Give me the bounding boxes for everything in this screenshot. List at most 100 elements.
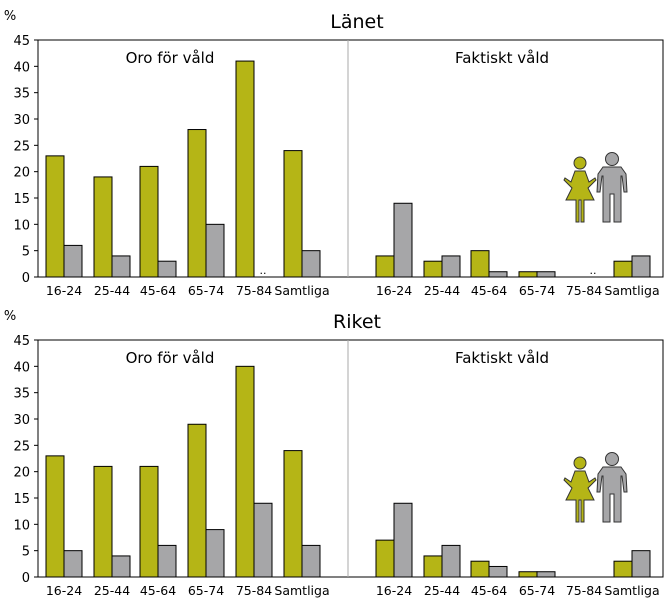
x-tick-label: 25-44 bbox=[94, 583, 130, 598]
bar-women bbox=[283, 450, 303, 578]
bar-men bbox=[205, 223, 225, 278]
x-tick-label: 75-84 bbox=[566, 283, 602, 298]
y-tick-label: 45 bbox=[13, 334, 30, 349]
woman-head bbox=[573, 156, 587, 170]
x-tick-label: 45-64 bbox=[471, 283, 507, 298]
y-tick-label: 40 bbox=[13, 360, 30, 375]
y-tick-label: 45 bbox=[13, 34, 30, 49]
x-tick-label: Samtliga bbox=[274, 583, 329, 598]
bar-women bbox=[470, 560, 490, 578]
bar-women bbox=[613, 560, 633, 578]
chart-block-1: Riket% 0 5 10 15 20 25 30 35 40 45 Oro för våld 16-2… bbox=[4, 309, 664, 598]
bar-men bbox=[393, 202, 413, 278]
x-tick-label: Samtliga bbox=[604, 283, 659, 298]
bar-women bbox=[139, 465, 159, 578]
x-tick-label: 16-24 bbox=[46, 583, 82, 598]
man-icon bbox=[596, 152, 628, 223]
panel-title: Faktiskt våld bbox=[455, 49, 549, 67]
x-tick-label: 75-84 bbox=[566, 583, 602, 598]
bar-men bbox=[393, 502, 413, 578]
bar-women bbox=[518, 571, 538, 578]
y-tick-label: 20 bbox=[13, 466, 30, 481]
panel-title: Oro för våld bbox=[126, 349, 215, 367]
bar-women bbox=[423, 260, 443, 278]
y-axis-label: % bbox=[4, 9, 16, 24]
woman-body bbox=[563, 470, 597, 523]
x-tick-label: 16-24 bbox=[376, 283, 412, 298]
bar-men bbox=[63, 550, 83, 578]
bar-men bbox=[301, 544, 321, 578]
plot-frame bbox=[37, 39, 664, 278]
bar-women bbox=[235, 60, 255, 278]
y-tick-label: 35 bbox=[13, 87, 30, 102]
y-tick-label: 30 bbox=[13, 113, 30, 128]
bar-women bbox=[283, 150, 303, 278]
panel-title: Faktiskt våld bbox=[455, 349, 549, 367]
panel-title: Oro för våld bbox=[126, 49, 215, 67]
bar-men bbox=[488, 271, 508, 278]
y-tick-label: 25 bbox=[13, 139, 30, 154]
x-tick-label: Samtliga bbox=[604, 583, 659, 598]
bar-men bbox=[301, 250, 321, 278]
bar-women bbox=[93, 465, 113, 578]
bar-men bbox=[536, 571, 556, 578]
missing-value-marker: .. bbox=[590, 264, 597, 277]
bar-men bbox=[631, 255, 651, 278]
y-tick-label: 5 bbox=[22, 545, 30, 560]
missing-value-marker: .. bbox=[260, 264, 267, 277]
x-tick-label: 16-24 bbox=[46, 283, 82, 298]
bar-men bbox=[631, 550, 651, 578]
bar-women bbox=[470, 250, 490, 278]
x-tick-label: Samtliga bbox=[274, 283, 329, 298]
y-tick-label: 10 bbox=[13, 518, 30, 533]
man-icon bbox=[596, 452, 628, 523]
bar-men bbox=[488, 565, 508, 578]
man-head bbox=[605, 452, 619, 466]
y-tick-label: 35 bbox=[13, 387, 30, 402]
x-tick-label: 25-44 bbox=[424, 583, 460, 598]
woman-icon bbox=[563, 156, 597, 223]
bar-women bbox=[93, 176, 113, 278]
woman-head bbox=[573, 456, 587, 470]
bar-men bbox=[157, 544, 177, 578]
bar-men bbox=[63, 244, 83, 278]
bar-women bbox=[139, 165, 159, 278]
woman-icon bbox=[563, 456, 597, 523]
bar-men bbox=[441, 544, 461, 578]
bar-women bbox=[45, 155, 65, 278]
x-tick-label: 65-74 bbox=[519, 283, 555, 298]
plot-frame bbox=[37, 339, 664, 578]
woman-body bbox=[563, 170, 597, 223]
y-tick-label: 10 bbox=[13, 218, 30, 233]
bar-men bbox=[536, 271, 556, 278]
bar-women bbox=[187, 129, 207, 278]
y-tick-label: 20 bbox=[13, 166, 30, 181]
bar-women bbox=[375, 255, 395, 278]
y-axis-label: % bbox=[4, 309, 16, 324]
x-tick-label: 45-64 bbox=[140, 283, 176, 298]
y-tick-label: 30 bbox=[13, 413, 30, 428]
x-tick-label: 75-84 bbox=[236, 583, 272, 598]
y-tick-label: 15 bbox=[13, 192, 30, 207]
x-tick-label: 65-74 bbox=[188, 283, 224, 298]
x-tick-label: 65-74 bbox=[188, 583, 224, 598]
x-tick-label: 45-64 bbox=[140, 583, 176, 598]
bar-women bbox=[45, 455, 65, 578]
y-tick-label: 5 bbox=[22, 245, 30, 260]
man-body bbox=[596, 466, 628, 523]
chart-title: Länet bbox=[330, 11, 383, 33]
x-tick-label: 25-44 bbox=[94, 283, 130, 298]
bar-men bbox=[253, 502, 273, 578]
chart-block-0: Länet% 0 5 10 15 20 25 30 35 40 45 Oro för våld 16-2… bbox=[4, 9, 664, 298]
chart-title: Riket bbox=[333, 311, 381, 333]
bar-men bbox=[111, 555, 131, 578]
x-tick-label: 45-64 bbox=[471, 583, 507, 598]
y-tick-label: 40 bbox=[13, 60, 30, 75]
bar-men bbox=[441, 255, 461, 278]
x-tick-label: 16-24 bbox=[376, 583, 412, 598]
y-tick-label: 0 bbox=[22, 571, 30, 586]
bar-women bbox=[187, 423, 207, 578]
bar-women bbox=[613, 260, 633, 278]
